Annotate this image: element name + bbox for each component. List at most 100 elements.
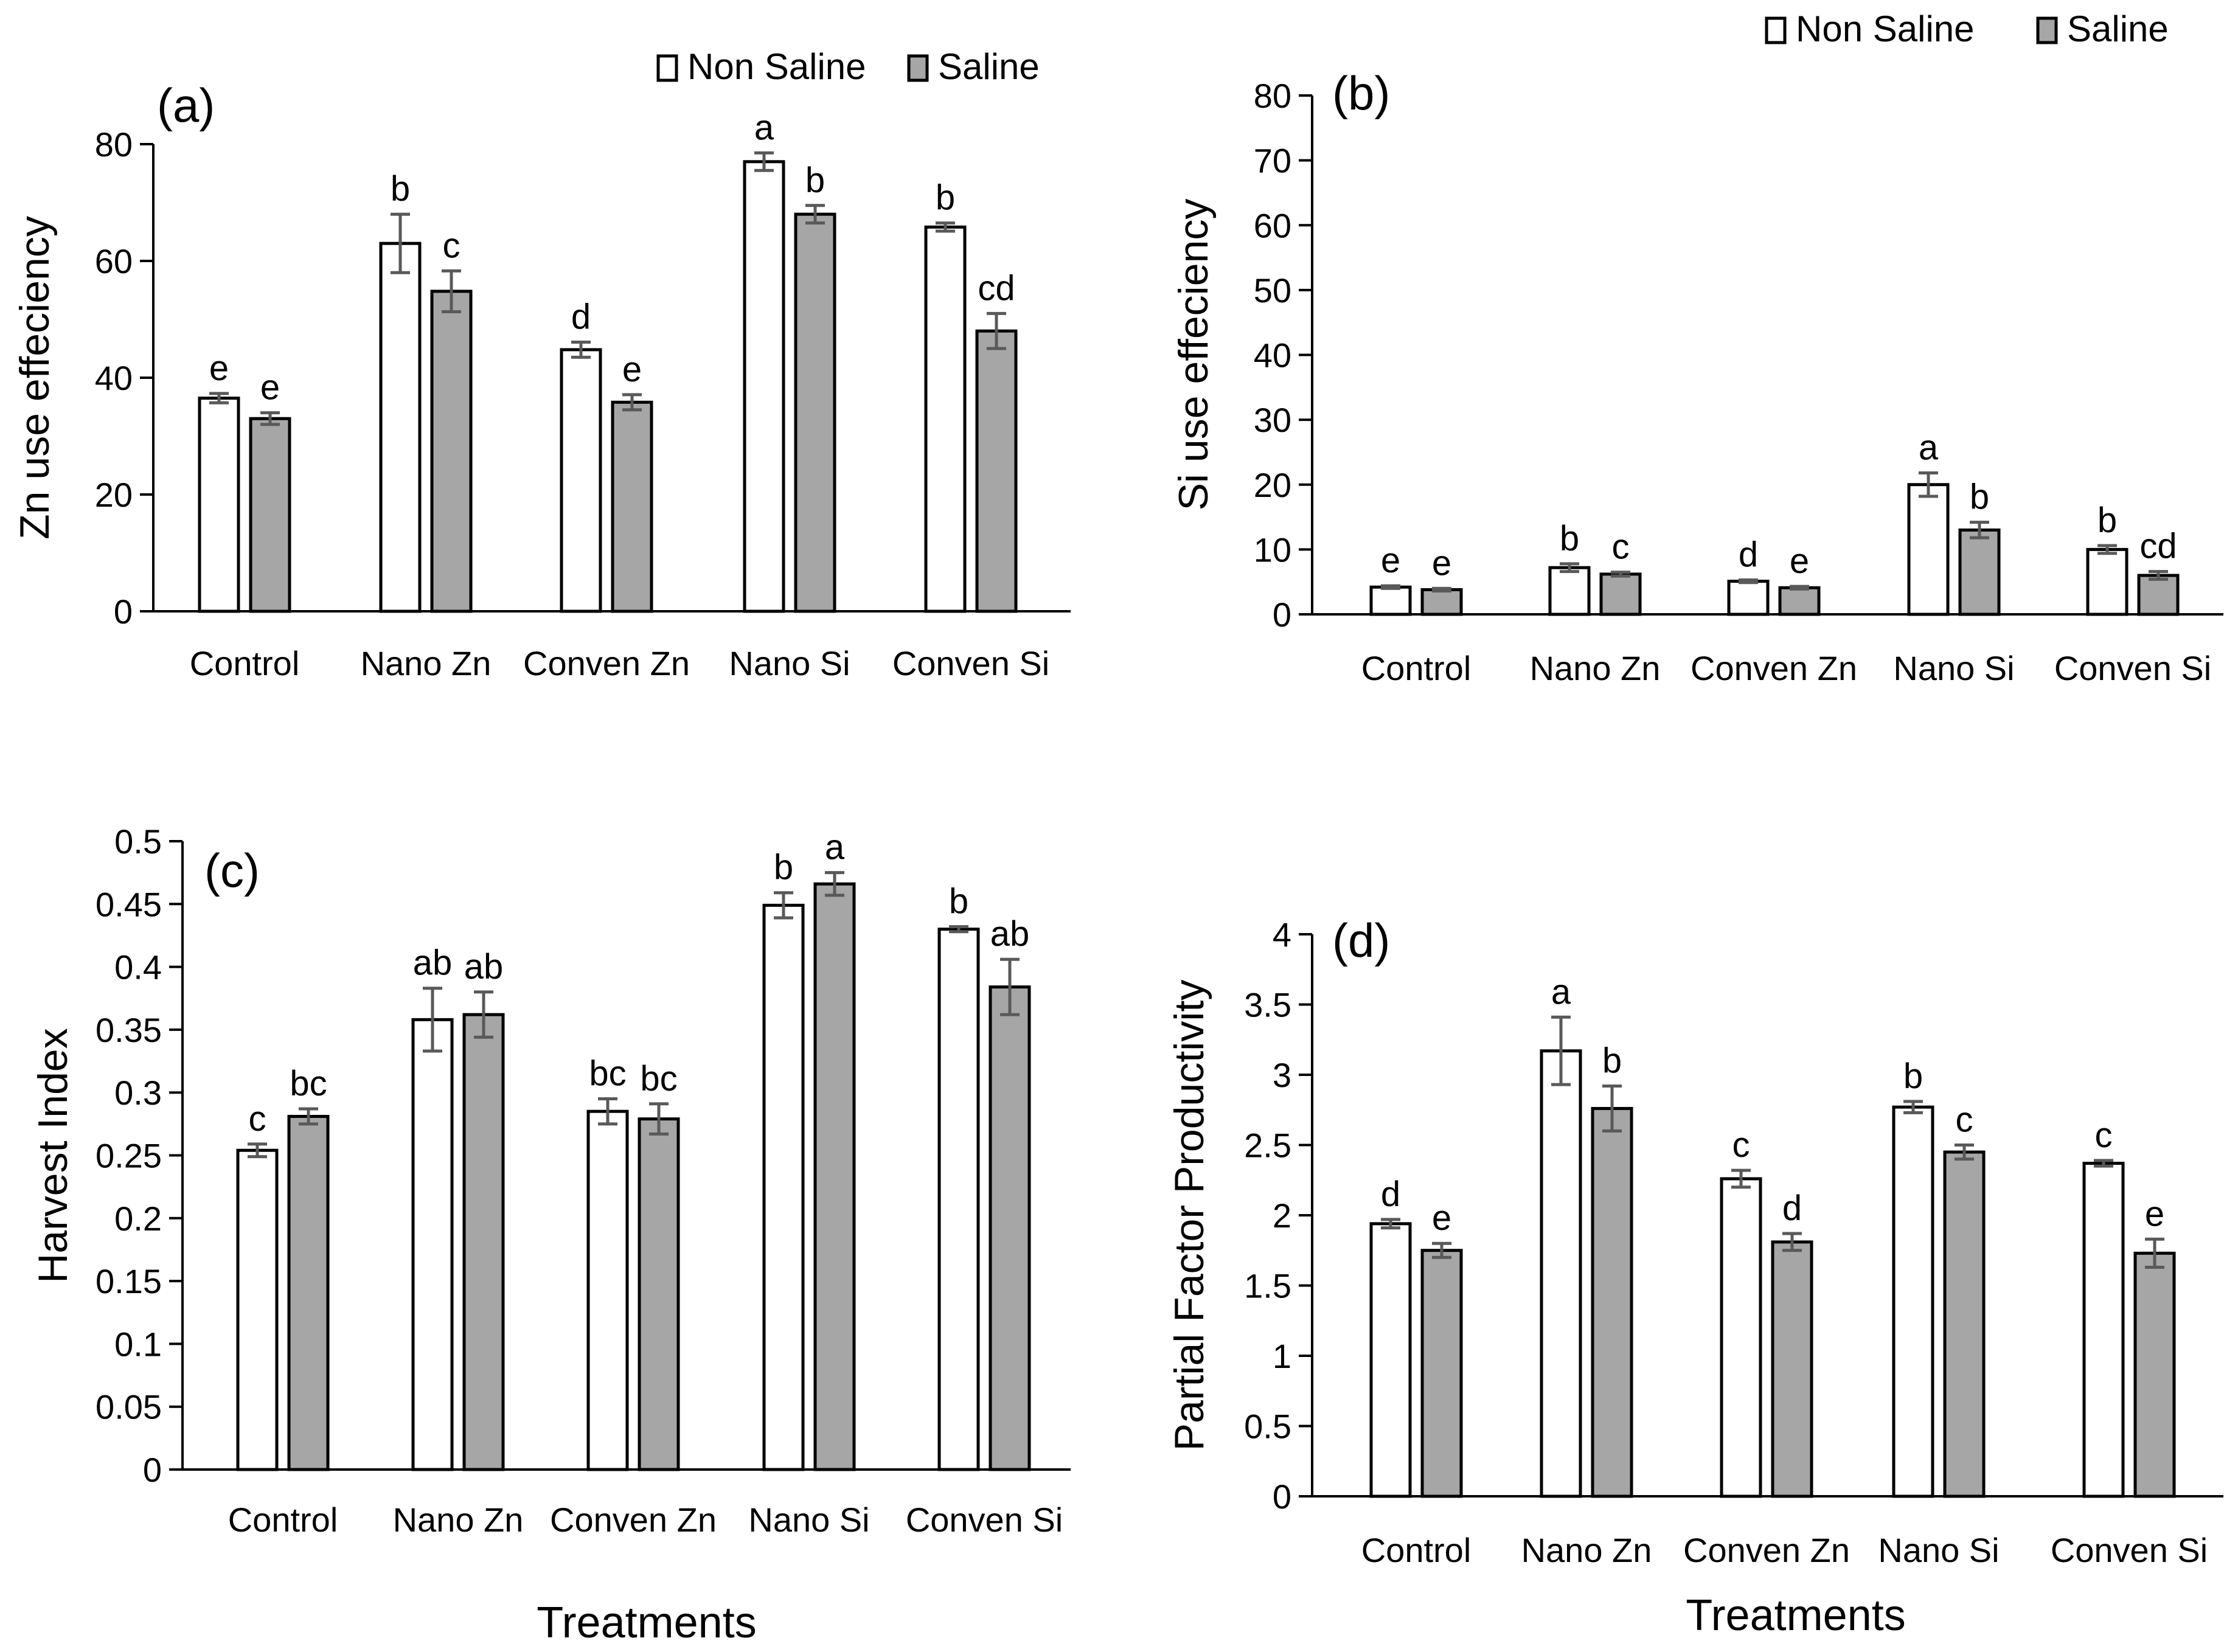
y-tick-label: 3 xyxy=(1273,1056,1291,1094)
y-tick-label: 10 xyxy=(1254,530,1291,569)
category-label: Conven Zn xyxy=(523,644,690,682)
error-bar xyxy=(209,392,229,404)
error-bar xyxy=(598,1097,617,1126)
y-tick-label: 80 xyxy=(95,125,133,164)
y-tick-label: 60 xyxy=(95,242,133,280)
bar-non-saline xyxy=(236,1148,279,1471)
error-bar xyxy=(2145,1237,2164,1269)
error-bar xyxy=(754,151,774,172)
significance-letter: c xyxy=(2095,1116,2113,1155)
category-label: Conven Zn xyxy=(1691,649,1857,687)
bar-non-saline xyxy=(1727,580,1770,616)
y-tick-label: 60 xyxy=(1254,206,1291,245)
bar-saline xyxy=(1599,572,1642,616)
bar-non-saline xyxy=(1548,566,1591,616)
error-bar xyxy=(1560,562,1579,574)
error-bar xyxy=(949,925,968,934)
significance-letter: d xyxy=(1381,1175,1400,1214)
y-tick-label: 0.5 xyxy=(114,822,162,861)
category-label: Conven Si xyxy=(2054,649,2211,687)
legend-a-saline-label: Saline xyxy=(938,46,1040,87)
bar-non-saline xyxy=(2082,1162,2125,1498)
bar-non-saline xyxy=(411,1018,454,1471)
y-axis-title: Si use effeciency xyxy=(1170,199,1217,511)
error-bar xyxy=(442,269,461,314)
bar-saline xyxy=(1778,586,1821,616)
significance-letter: e xyxy=(1790,541,1809,581)
legend-a-non-saline-label: Non Saline xyxy=(687,46,866,87)
y-axis-title: Zn use effeciency xyxy=(12,216,58,540)
y-tick-label: 0.25 xyxy=(96,1137,162,1175)
legend-b-saline-swatch xyxy=(2036,16,2058,44)
bar-saline xyxy=(813,882,856,1471)
error-bar xyxy=(1000,957,1020,1016)
significance-letter: e xyxy=(2145,1194,2164,1234)
error-bar xyxy=(774,891,793,920)
bar-saline xyxy=(249,417,291,613)
significance-letter: a xyxy=(825,828,845,867)
error-bar xyxy=(2097,544,2117,555)
legend-b: Non Saline Saline xyxy=(1765,9,2169,49)
panel-tag: (d) xyxy=(1332,914,1390,967)
error-bar xyxy=(2094,1159,2113,1168)
error-bar xyxy=(936,221,955,233)
significance-letter: e xyxy=(622,350,642,389)
error-bar xyxy=(1919,471,1938,498)
significance-letter: b xyxy=(2097,501,2117,540)
error-bar xyxy=(1731,1168,1751,1189)
significance-letter: c xyxy=(1732,1125,1750,1165)
bar-saline xyxy=(794,212,836,613)
significance-letter: bc xyxy=(589,1054,626,1094)
category-label: Nano Zn xyxy=(361,644,492,682)
bar-non-saline xyxy=(1369,1222,1412,1498)
significance-letter: b xyxy=(936,178,955,218)
category-label: Control xyxy=(190,644,300,682)
significance-letter: c xyxy=(443,226,460,265)
error-bar xyxy=(1739,578,1758,585)
error-bar xyxy=(2149,570,2168,581)
significance-letter: a xyxy=(1551,972,1571,1012)
error-bar xyxy=(423,987,442,1053)
category-label: Nano Zn xyxy=(393,1501,524,1539)
bar-non-saline xyxy=(198,397,240,613)
bar-saline xyxy=(1943,1150,1986,1498)
error-bar xyxy=(1970,521,1989,540)
significance-letter: bc xyxy=(640,1059,677,1098)
error-bar xyxy=(1432,586,1451,593)
legend-b-non-saline-swatch xyxy=(1765,16,1787,44)
y-tick-label: 0 xyxy=(1273,1477,1291,1516)
error-bar xyxy=(825,871,844,897)
error-bar xyxy=(1611,571,1630,578)
significance-letter: a xyxy=(754,108,774,147)
error-bar xyxy=(391,212,410,274)
y-tick-label: 0.05 xyxy=(96,1388,162,1426)
y-tick-label: 40 xyxy=(1254,336,1291,375)
bar-saline xyxy=(1420,588,1463,616)
category-label: Conven Si xyxy=(892,644,1049,682)
bar-non-saline xyxy=(924,225,967,613)
bar-non-saline xyxy=(1540,1049,1582,1498)
y-tick-label: 0 xyxy=(1273,595,1291,634)
significance-letter: b xyxy=(1970,477,1989,517)
significance-letter: d xyxy=(1782,1189,1802,1228)
error-bar xyxy=(1903,1100,1923,1114)
significance-letter: e xyxy=(1432,543,1451,583)
error-bar xyxy=(474,990,493,1039)
panel-c: (c) 0 0.05 0.1 0.15 0.2 0.25 0.3 0.35 0.4 0.45 0.5 H… xyxy=(30,822,1071,1647)
category-label: Conven Si xyxy=(2051,1531,2208,1569)
y-tick-label: 2.5 xyxy=(1244,1126,1291,1165)
error-bar xyxy=(805,204,825,225)
y-tick-label: 0.1 xyxy=(114,1325,162,1363)
bar-non-saline xyxy=(762,903,805,1471)
category-label: Nano Si xyxy=(1878,1531,1999,1569)
significance-letter: b xyxy=(774,848,793,887)
y-tick-label: 30 xyxy=(1254,401,1291,439)
significance-letter: c xyxy=(1612,527,1630,567)
bar-non-saline xyxy=(937,928,980,1471)
error-bar xyxy=(1551,1015,1571,1086)
error-bar xyxy=(1381,1218,1400,1230)
y-tick-label: 3.5 xyxy=(1244,986,1291,1024)
error-bar xyxy=(622,393,642,412)
y-tick-label: 40 xyxy=(95,359,133,397)
